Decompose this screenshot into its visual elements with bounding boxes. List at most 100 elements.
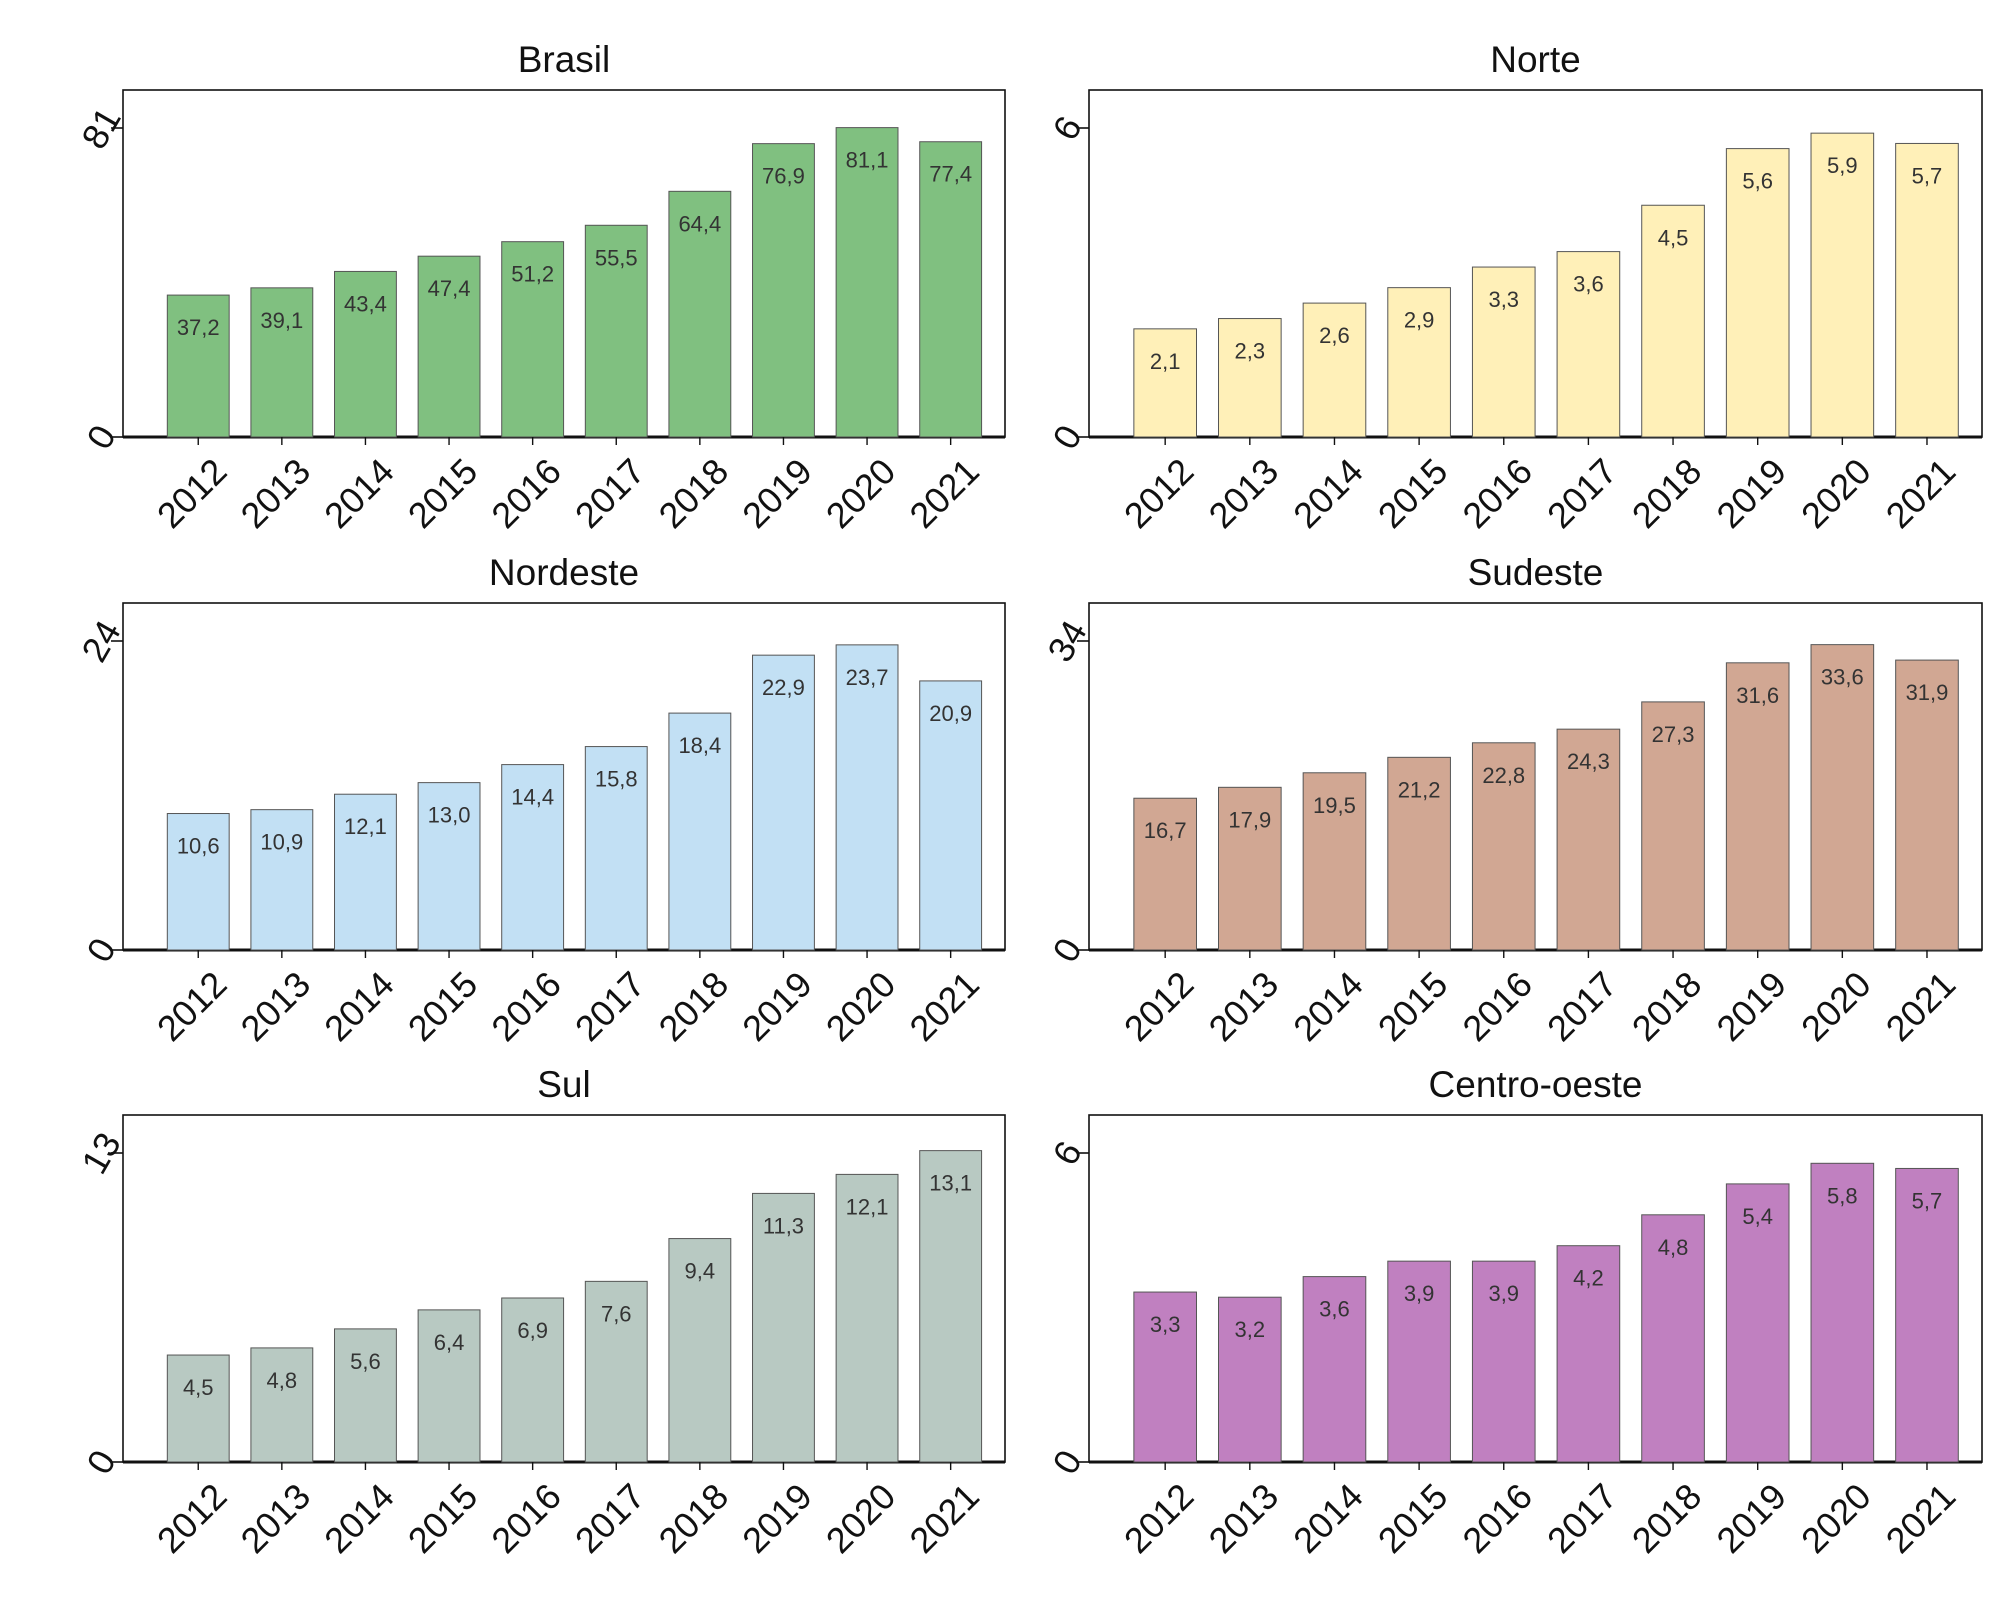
bar-sudeste-2018 (1641, 701, 1705, 951)
bar-value-label: 47,4 (428, 276, 471, 301)
x-tick-label: 2017 (1539, 963, 1625, 1049)
x-tick-label: 2014 (316, 450, 402, 536)
bar-value-label: 5,8 (1827, 1183, 1858, 1208)
bar-value-label: 16,7 (1144, 818, 1187, 843)
x-tick-label: 2012 (1116, 963, 1202, 1049)
bar-centro-oeste-2020 (1810, 1162, 1875, 1463)
bar-sul-2021 (919, 1150, 983, 1463)
bar-value-label: 76,9 (762, 164, 805, 189)
chart-centro-oeste: Centro-oeste 0 6 3,3 2012 3,2 2013 3,6 2014 3,9 20… (1044, 1064, 1983, 1561)
x-tick-label: 2018 (651, 450, 737, 536)
x-tick-label: 2016 (1454, 450, 1540, 536)
bar-centro-oeste-2015 (1387, 1260, 1451, 1463)
bar-centro-oeste-2019 (1725, 1183, 1790, 1463)
chart-title: Brasil (518, 39, 611, 80)
chart-norte: Norte 0 6 2,1 2012 2,3 2013 2,6 2014 2,9 2015 3,3 20… (1044, 39, 1983, 536)
bar-value-label: 31,6 (1736, 683, 1779, 708)
x-tick-label: 2017 (567, 963, 653, 1049)
bar-value-label: 77,4 (929, 162, 972, 187)
bar-value-label: 22,9 (762, 675, 805, 700)
bar-value-label: 13,1 (929, 1171, 972, 1196)
bar-value-label: 27,3 (1652, 722, 1695, 747)
x-tick-label: 2016 (1454, 1475, 1540, 1561)
x-tick-label: 2016 (483, 450, 569, 536)
bar-nordeste-2021 (919, 680, 983, 951)
bar-value-label: 12,1 (846, 1194, 889, 1219)
x-tick-label: 2018 (1624, 1475, 1710, 1561)
bar-value-label: 18,4 (678, 733, 721, 758)
x-tick-label: 2012 (1116, 450, 1202, 536)
x-tick-label: 2020 (1793, 450, 1879, 536)
x-tick-label: 2020 (818, 1475, 904, 1561)
y-tick-label: 0 (1044, 1443, 1090, 1481)
x-tick-label: 2021 (901, 450, 987, 536)
x-tick-label: 2018 (1624, 450, 1710, 536)
x-tick-label: 2020 (1793, 963, 1879, 1049)
y-tick-label: 0 (1044, 418, 1090, 456)
y-tick-label: 24 (73, 613, 129, 668)
bar-norte-2019 (1725, 148, 1790, 438)
bar-value-label: 5,7 (1912, 1188, 1943, 1213)
bar-value-label: 31,9 (1906, 680, 1949, 705)
x-tick-label: 2019 (1708, 963, 1794, 1049)
bar-value-label: 55,5 (595, 245, 638, 270)
x-tick-label: 2014 (1285, 450, 1371, 536)
x-tick-label: 2014 (1285, 963, 1371, 1049)
x-tick-label: 2014 (316, 1475, 402, 1561)
bar-value-label: 5,7 (1912, 163, 1943, 188)
y-tick-label: 0 (78, 1443, 124, 1481)
x-tick-label: 2013 (1201, 1475, 1287, 1561)
bar-sudeste-2014 (1302, 772, 1367, 951)
bar-norte-2017 (1556, 251, 1621, 438)
bar-value-label: 9,4 (685, 1259, 716, 1284)
bar-value-label: 5,4 (1742, 1204, 1773, 1229)
bar-value-label: 3,2 (1235, 1317, 1266, 1342)
x-tick-label: 2014 (1285, 1475, 1371, 1561)
bar-value-label: 6,9 (517, 1318, 548, 1343)
x-tick-label: 2016 (1454, 963, 1540, 1049)
bar-sudeste-2019 (1725, 662, 1790, 951)
bar-nordeste-2012 (166, 813, 230, 951)
y-tick-label: 0 (78, 931, 124, 969)
bar-sul-2013 (250, 1347, 314, 1463)
x-tick-label: 2018 (651, 1475, 737, 1561)
bar-value-label: 4,5 (183, 1375, 214, 1400)
bar-value-label: 7,6 (601, 1301, 632, 1326)
bar-value-label: 15,8 (595, 767, 638, 792)
chart-nordeste: Nordeste 0 24 10,6 2012 10,9 2013 12,1 2014 13,0 2… (73, 552, 1006, 1049)
bar-norte-2020 (1810, 132, 1875, 438)
bar-value-label: 39,1 (260, 308, 303, 333)
x-tick-label: 2019 (1708, 1475, 1794, 1561)
bar-value-label: 2,6 (1319, 323, 1350, 348)
bar-sudeste-2021 (1895, 659, 1959, 951)
bar-norte-2018 (1641, 204, 1705, 438)
bar-value-label: 4,8 (267, 1368, 298, 1393)
x-tick-label: 2015 (1370, 963, 1456, 1049)
bar-value-label: 3,3 (1150, 1312, 1181, 1337)
y-tick-label: 6 (1044, 1134, 1090, 1172)
x-tick-label: 2016 (483, 1475, 569, 1561)
bar-centro-oeste-2012 (1133, 1291, 1197, 1463)
bar-value-label: 13,0 (428, 803, 471, 828)
x-tick-label: 2019 (734, 1475, 820, 1561)
x-tick-label: 2018 (1624, 963, 1710, 1049)
x-tick-label: 2015 (1370, 1475, 1456, 1561)
bar-value-label: 3,6 (1319, 1297, 1350, 1322)
x-tick-label: 2013 (1201, 450, 1287, 536)
bar-value-label: 4,8 (1658, 1235, 1689, 1260)
bar-sul-2018 (668, 1238, 732, 1463)
bar-centro-oeste-2018 (1641, 1214, 1705, 1463)
bar-nordeste-2019 (752, 654, 815, 951)
bar-value-label: 10,9 (260, 830, 303, 855)
bar-brasil-2021 (919, 141, 983, 438)
x-tick-label: 2021 (1878, 1475, 1964, 1561)
bar-sul-2020 (835, 1173, 899, 1463)
bar-value-label: 3,9 (1404, 1281, 1435, 1306)
x-tick-label: 2012 (149, 963, 235, 1049)
x-tick-label: 2015 (400, 963, 486, 1049)
bar-centro-oeste-2013 (1218, 1296, 1282, 1463)
x-tick-label: 2019 (734, 450, 820, 536)
bar-sudeste-2020 (1810, 644, 1875, 951)
y-tick-label: 81 (73, 100, 129, 155)
